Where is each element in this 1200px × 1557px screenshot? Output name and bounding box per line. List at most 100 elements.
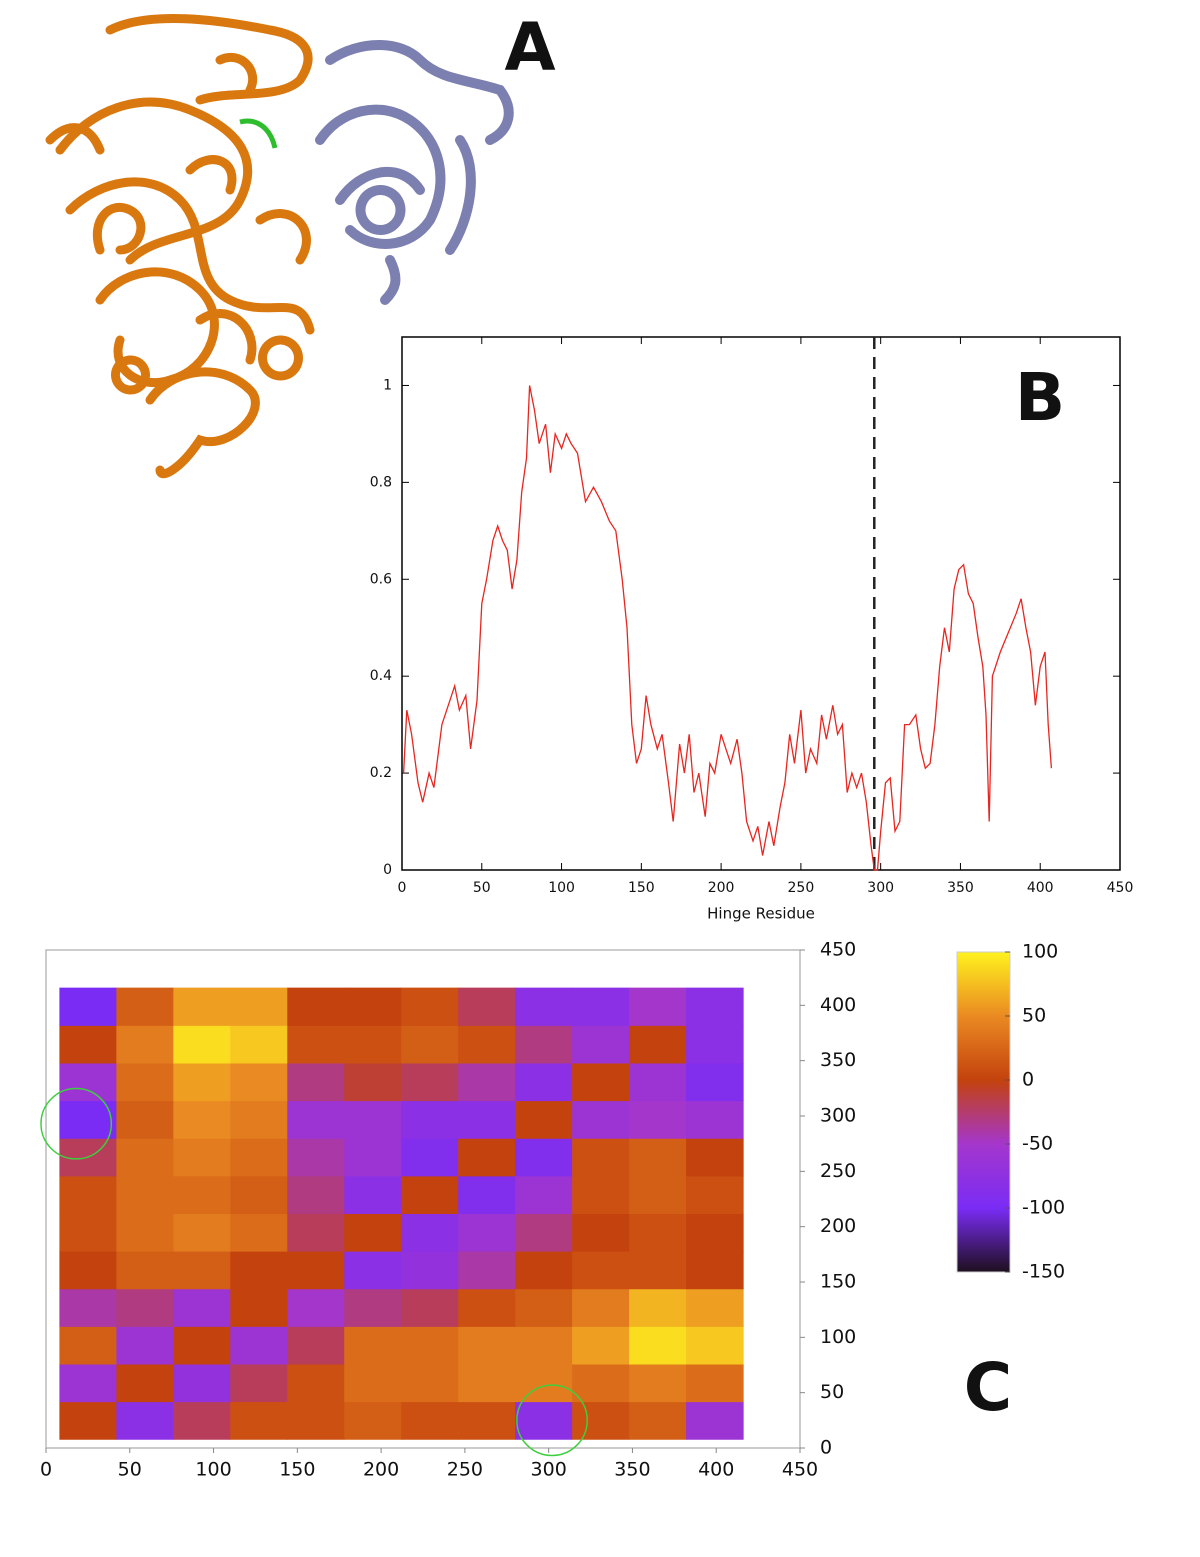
colorbar-label: -50	[1022, 1133, 1053, 1155]
heatmap-cell	[230, 1401, 288, 1440]
heatmap-cell	[458, 1213, 516, 1252]
x-tick-label: 150	[279, 1459, 315, 1481]
heatmap-cell	[401, 1363, 459, 1403]
heatmap-cell	[173, 1288, 231, 1327]
x-tick-label: 450	[1107, 880, 1134, 896]
heatmap-cell	[458, 1025, 516, 1064]
heatmap-cell	[401, 1100, 459, 1139]
heatmap-cell	[230, 1025, 288, 1064]
heatmap-cell	[344, 1138, 402, 1177]
heatmap-cell	[287, 1062, 345, 1102]
heatmap-cell	[515, 1326, 573, 1365]
heatmap-cell	[344, 1326, 402, 1365]
colorbar-label: -150	[1022, 1261, 1065, 1283]
heatmap-cell	[401, 1326, 459, 1365]
x-tick-label: 250	[788, 880, 815, 896]
x-tick-label: 400	[1027, 880, 1054, 896]
y-tick-label: 0.8	[370, 474, 392, 490]
x-tick-label: 50	[473, 880, 491, 896]
heatmap-cell	[344, 987, 402, 1026]
heatmap-cell	[116, 1288, 174, 1327]
heatmap-cell	[344, 1213, 402, 1252]
heatmap-cell	[458, 1326, 516, 1365]
heatmap-cell	[59, 987, 117, 1026]
heatmap-cell	[230, 1326, 288, 1365]
heatmap-cell	[59, 1326, 117, 1365]
heatmap-cell	[572, 1100, 630, 1139]
heatmap-cell	[173, 987, 231, 1026]
colorbar-label: 50	[1022, 1005, 1046, 1027]
plot-frame	[401, 336, 1121, 871]
heatmap-cell	[230, 1363, 288, 1403]
heatmap-cell	[344, 1288, 402, 1327]
heatmap-cell	[116, 1363, 174, 1403]
y-tick-label: 0.6	[370, 571, 392, 587]
x-tick-label: 350	[614, 1459, 650, 1481]
heatmap-cell	[629, 1363, 687, 1403]
heatmap-cell	[629, 1025, 687, 1064]
heatmap-cell	[515, 1062, 573, 1102]
x-tick-label: 50	[118, 1459, 142, 1481]
x-tick-label: 300	[531, 1459, 567, 1481]
heatmap-cell	[230, 1175, 288, 1214]
heatmap-cell	[116, 1100, 174, 1139]
heatmap-cell	[572, 1025, 630, 1064]
panel-label: B	[1015, 359, 1065, 436]
heatmap-cell	[572, 1288, 630, 1327]
x-tick-label: 300	[867, 880, 894, 896]
heatmap-cell	[515, 1175, 573, 1214]
heatmap-cell	[458, 1401, 516, 1440]
heatmap-cell	[629, 1175, 687, 1214]
heatmap-cell	[401, 1025, 459, 1064]
y-tick-label: 0.4	[370, 668, 392, 684]
heatmap-cell	[344, 1363, 402, 1403]
heatmap-cell	[686, 1138, 744, 1177]
heatmap-cell	[629, 1138, 687, 1177]
heatmap-cell	[629, 1401, 687, 1440]
heatmap-cell	[401, 1288, 459, 1327]
heatmap-cell	[515, 1138, 573, 1177]
heatmap-cell	[287, 1288, 345, 1327]
heatmap-cell	[401, 1175, 459, 1214]
y-tick-label: 350	[820, 1049, 856, 1071]
y-tick-label: 50	[820, 1381, 844, 1403]
heatmap-cell	[686, 1062, 744, 1102]
heatmap-cell	[287, 1213, 345, 1252]
heatmap-cell	[173, 1025, 231, 1064]
heatmap-cell	[59, 1062, 117, 1102]
heatmap-cell	[458, 1288, 516, 1327]
heatmap-cell	[59, 1175, 117, 1214]
heatmap-cell	[287, 1401, 345, 1440]
heatmap-cell	[458, 1062, 516, 1102]
heatmap-cell	[59, 1251, 117, 1290]
heatmap-cell	[629, 1100, 687, 1139]
x-tick-label: 100	[195, 1459, 231, 1481]
heatmap-cell	[515, 1251, 573, 1290]
heatmap-cell	[173, 1251, 231, 1290]
heatmap-cell	[230, 987, 288, 1026]
heatmap-cell	[401, 1062, 459, 1102]
heatmap-cell	[59, 1363, 117, 1403]
heatmap-cell	[173, 1326, 231, 1365]
heatmap-cell	[572, 1401, 630, 1440]
heatmap-cell	[401, 1213, 459, 1252]
heatmap-cell	[173, 1401, 231, 1440]
heatmap-cell	[515, 1025, 573, 1064]
heatmap-cell	[116, 1175, 174, 1214]
heatmap-cell	[572, 987, 630, 1026]
x-tick-label: 200	[708, 880, 735, 896]
heatmap-cell	[629, 1288, 687, 1327]
heatmap-cell	[173, 1175, 231, 1214]
heatmap-cell	[173, 1062, 231, 1102]
y-tick-label: 0.2	[370, 765, 392, 781]
heatmap-cell	[287, 1100, 345, 1139]
heatmap-cell	[458, 1138, 516, 1177]
heatmap-cell	[116, 1025, 174, 1064]
x-tick-label: 150	[628, 880, 655, 896]
heatmap-cell	[230, 1288, 288, 1327]
heatmap-cell	[686, 987, 744, 1026]
heatmap-cell	[230, 1138, 288, 1177]
heatmap-cell	[458, 987, 516, 1026]
heatmap-cell	[572, 1363, 630, 1403]
